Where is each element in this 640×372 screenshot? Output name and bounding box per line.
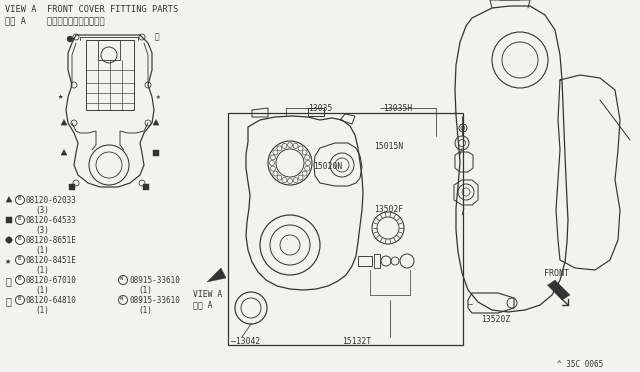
Bar xyxy=(153,150,159,156)
Text: W: W xyxy=(120,296,123,301)
Text: 15132T: 15132T xyxy=(342,337,371,346)
Bar xyxy=(86,40,134,110)
Text: 15015N: 15015N xyxy=(374,142,403,151)
Text: 08915-33610: 08915-33610 xyxy=(129,296,180,305)
Text: (1): (1) xyxy=(35,306,49,315)
Text: (3): (3) xyxy=(35,206,49,215)
Text: —13042: —13042 xyxy=(231,337,260,346)
Text: ★: ★ xyxy=(156,93,161,102)
Bar xyxy=(374,254,380,268)
Circle shape xyxy=(6,237,12,243)
Text: B: B xyxy=(17,216,20,221)
Circle shape xyxy=(67,36,73,42)
Polygon shape xyxy=(61,119,67,125)
Text: B: B xyxy=(17,196,20,201)
Text: (1): (1) xyxy=(138,286,152,295)
Text: B: B xyxy=(17,236,20,241)
Polygon shape xyxy=(548,280,570,300)
Text: B: B xyxy=(17,296,20,301)
Polygon shape xyxy=(61,150,67,155)
Text: VIEW A: VIEW A xyxy=(193,290,222,299)
Text: 13502F: 13502F xyxy=(374,205,403,214)
Text: 08120-8651E: 08120-8651E xyxy=(26,236,77,245)
Text: (3): (3) xyxy=(35,226,49,235)
Bar xyxy=(228,113,463,345)
Text: ※: ※ xyxy=(5,276,11,286)
Polygon shape xyxy=(153,119,159,125)
Text: (1): (1) xyxy=(35,286,49,295)
Bar xyxy=(358,256,372,266)
Text: B: B xyxy=(17,276,20,281)
Text: 13520Z: 13520Z xyxy=(481,315,510,324)
Text: (1): (1) xyxy=(35,246,49,255)
Text: FRONT: FRONT xyxy=(544,269,569,278)
Text: 13035H: 13035H xyxy=(383,104,412,113)
Text: 08120-62033: 08120-62033 xyxy=(26,196,77,205)
Text: 矢視 A    フロントカバー取付部品: 矢視 A フロントカバー取付部品 xyxy=(5,16,105,25)
Text: ★: ★ xyxy=(58,93,63,102)
Text: (1): (1) xyxy=(138,306,152,315)
Bar xyxy=(143,184,149,190)
Text: 矢視 A: 矢視 A xyxy=(193,300,212,309)
Text: 08120-8451E: 08120-8451E xyxy=(26,256,77,265)
Polygon shape xyxy=(207,268,226,282)
Polygon shape xyxy=(6,196,12,202)
Text: ^ 35C 0065: ^ 35C 0065 xyxy=(557,360,603,369)
Text: VIEW A  FRONT COVER FITTING PARTS: VIEW A FRONT COVER FITTING PARTS xyxy=(5,5,179,14)
Text: (1): (1) xyxy=(35,266,49,275)
Text: ※: ※ xyxy=(155,32,159,42)
Text: 15020N: 15020N xyxy=(313,162,342,171)
Text: B: B xyxy=(17,256,20,261)
Text: ★: ★ xyxy=(5,256,12,266)
Text: W: W xyxy=(120,276,123,281)
Bar xyxy=(69,184,75,190)
Bar xyxy=(6,217,12,223)
Text: ※: ※ xyxy=(5,296,11,306)
Text: 08120-64533: 08120-64533 xyxy=(26,216,77,225)
Text: 08120-64810: 08120-64810 xyxy=(26,296,77,305)
Text: 08915-33610: 08915-33610 xyxy=(129,276,180,285)
Text: 08120-67010: 08120-67010 xyxy=(26,276,77,285)
Text: 13035: 13035 xyxy=(308,104,332,113)
